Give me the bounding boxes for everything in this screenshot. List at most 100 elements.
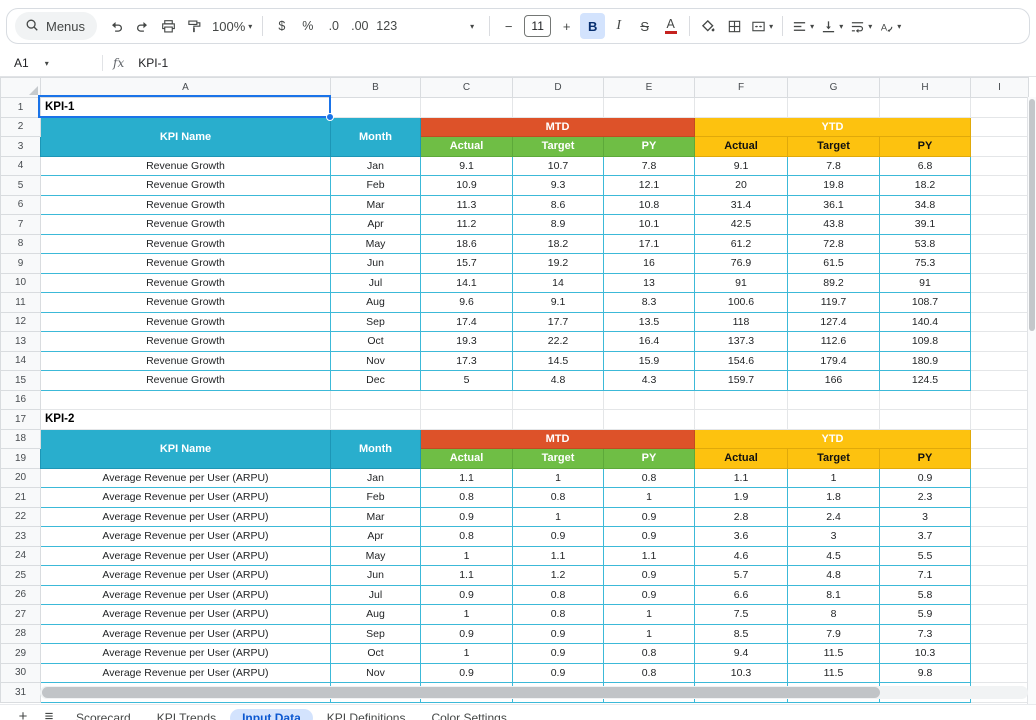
row-header-30[interactable]: 30 [1, 663, 41, 683]
cell-value[interactable]: 9.8 [880, 663, 971, 683]
column-header-I[interactable]: I [971, 78, 1029, 98]
bold-button[interactable]: B [580, 13, 605, 39]
cell-kpi-name[interactable]: Average Revenue per User (ARPU) [41, 585, 331, 605]
text-color-button[interactable]: A [658, 13, 683, 39]
vertical-align-button[interactable]: ▾ [818, 13, 846, 39]
cell[interactable] [971, 527, 1029, 547]
cell-value[interactable]: 4.5 [788, 546, 880, 566]
cell-value[interactable]: 10.3 [880, 644, 971, 664]
cell-month[interactable]: Jul [331, 273, 421, 293]
row-header-14[interactable]: 14 [1, 351, 41, 371]
cell-value[interactable]: 0.9 [604, 585, 695, 605]
header-mtd-target[interactable]: Target [513, 137, 604, 157]
cell-month[interactable]: May [331, 546, 421, 566]
cell-kpi-name[interactable]: Average Revenue per User (ARPU) [41, 566, 331, 586]
cell-value[interactable]: 34.8 [880, 195, 971, 215]
row-header-15[interactable]: 15 [1, 371, 41, 391]
cell-value[interactable]: 0.9 [604, 566, 695, 586]
cell-value[interactable]: 4.8 [513, 371, 604, 391]
font-size-input[interactable]: 11 [524, 15, 551, 37]
cell-value[interactable]: 4.8 [788, 566, 880, 586]
cell-kpi-title[interactable]: KPI-2 [41, 410, 331, 430]
cell-value[interactable]: 7.9 [788, 624, 880, 644]
column-header-E[interactable]: E [604, 78, 695, 98]
cell-value[interactable]: 0.9 [513, 644, 604, 664]
cell-value[interactable]: 1.1 [513, 546, 604, 566]
cell-value[interactable]: 17.1 [604, 234, 695, 254]
cell-value[interactable]: 19.2 [513, 254, 604, 274]
cell[interactable] [421, 98, 513, 118]
cell[interactable] [695, 410, 788, 430]
row-header-23[interactable]: 23 [1, 527, 41, 547]
cell-value[interactable]: 0.9 [513, 527, 604, 547]
cell-kpi-name[interactable]: Revenue Growth [41, 234, 331, 254]
cell-value[interactable]: 9.1 [421, 156, 513, 176]
cell[interactable] [971, 195, 1029, 215]
cell-kpi-name[interactable]: Revenue Growth [41, 371, 331, 391]
cell[interactable] [971, 98, 1029, 118]
cell-value[interactable]: 0.8 [604, 468, 695, 488]
cell[interactable] [971, 566, 1029, 586]
font-family-dropdown[interactable]: ▾ [458, 13, 483, 39]
cell-value[interactable]: 17.3 [421, 351, 513, 371]
cell-kpi-name[interactable]: Average Revenue per User (ARPU) [41, 663, 331, 683]
row-header-26[interactable]: 26 [1, 585, 41, 605]
cell-value[interactable]: 14 [513, 273, 604, 293]
cell-value[interactable]: 100.6 [695, 293, 788, 313]
cell-month[interactable]: Jan [331, 468, 421, 488]
cell-value[interactable]: 5.7 [695, 566, 788, 586]
cell[interactable] [513, 98, 604, 118]
cell-value[interactable]: 7.3 [880, 624, 971, 644]
cell-value[interactable]: 0.8 [421, 527, 513, 547]
header-mtd-actual[interactable]: Actual [421, 137, 513, 157]
cell-value[interactable]: 1 [421, 605, 513, 625]
header-ytd-py[interactable]: PY [880, 449, 971, 469]
cell-value[interactable]: 61.2 [695, 234, 788, 254]
cell-value[interactable]: 9.4 [695, 644, 788, 664]
italic-button[interactable]: I [606, 13, 631, 39]
cell[interactable] [971, 410, 1029, 430]
cell-value[interactable]: 0.9 [604, 527, 695, 547]
cell-month[interactable]: Aug [331, 293, 421, 313]
select-all-corner[interactable] [1, 78, 41, 98]
cell-month[interactable]: Jun [331, 566, 421, 586]
cell-value[interactable]: 0.9 [604, 507, 695, 527]
cell-value[interactable]: 119.7 [788, 293, 880, 313]
cell-month[interactable]: Apr [331, 527, 421, 547]
cell-value[interactable]: 42.5 [695, 215, 788, 235]
horizontal-scrollbar[interactable] [40, 686, 1028, 699]
cell[interactable] [971, 234, 1029, 254]
cell-kpi-name[interactable]: Average Revenue per User (ARPU) [41, 546, 331, 566]
cell-value[interactable]: 180.9 [880, 351, 971, 371]
cell-value[interactable]: 0.8 [604, 644, 695, 664]
cell-value[interactable]: 15.7 [421, 254, 513, 274]
cell-value[interactable]: 1 [604, 605, 695, 625]
zoom-dropdown[interactable]: 100% ▾ [208, 13, 256, 39]
cell-month[interactable]: Oct [331, 644, 421, 664]
row-header-16[interactable]: 16 [1, 390, 41, 410]
cell-value[interactable]: 3.7 [880, 527, 971, 547]
header-ytd-py[interactable]: PY [880, 137, 971, 157]
cell[interactable] [880, 390, 971, 410]
text-wrap-button[interactable]: ▾ [847, 13, 875, 39]
cell-value[interactable]: 7.1 [880, 566, 971, 586]
header-kpi-name[interactable]: KPI Name [41, 117, 331, 156]
percent-format-button[interactable]: % [295, 13, 320, 39]
cell-value[interactable]: 19.8 [788, 176, 880, 196]
row-header-29[interactable]: 29 [1, 644, 41, 664]
cell-value[interactable]: 6.8 [880, 156, 971, 176]
cell-value[interactable]: 0.8 [513, 585, 604, 605]
row-header-3[interactable]: 3 [1, 137, 41, 157]
row-header-25[interactable]: 25 [1, 566, 41, 586]
cell-value[interactable]: 39.1 [880, 215, 971, 235]
cell-value[interactable]: 0.9 [513, 624, 604, 644]
cell[interactable] [513, 390, 604, 410]
cell-value[interactable]: 11.5 [788, 644, 880, 664]
cell-value[interactable]: 5 [421, 371, 513, 391]
cell-value[interactable]: 0.8 [421, 488, 513, 508]
header-month[interactable]: Month [331, 429, 421, 468]
menus-search-button[interactable]: Menus [15, 12, 97, 40]
column-header-D[interactable]: D [513, 78, 604, 98]
cell[interactable] [971, 488, 1029, 508]
cell[interactable] [971, 429, 1029, 449]
